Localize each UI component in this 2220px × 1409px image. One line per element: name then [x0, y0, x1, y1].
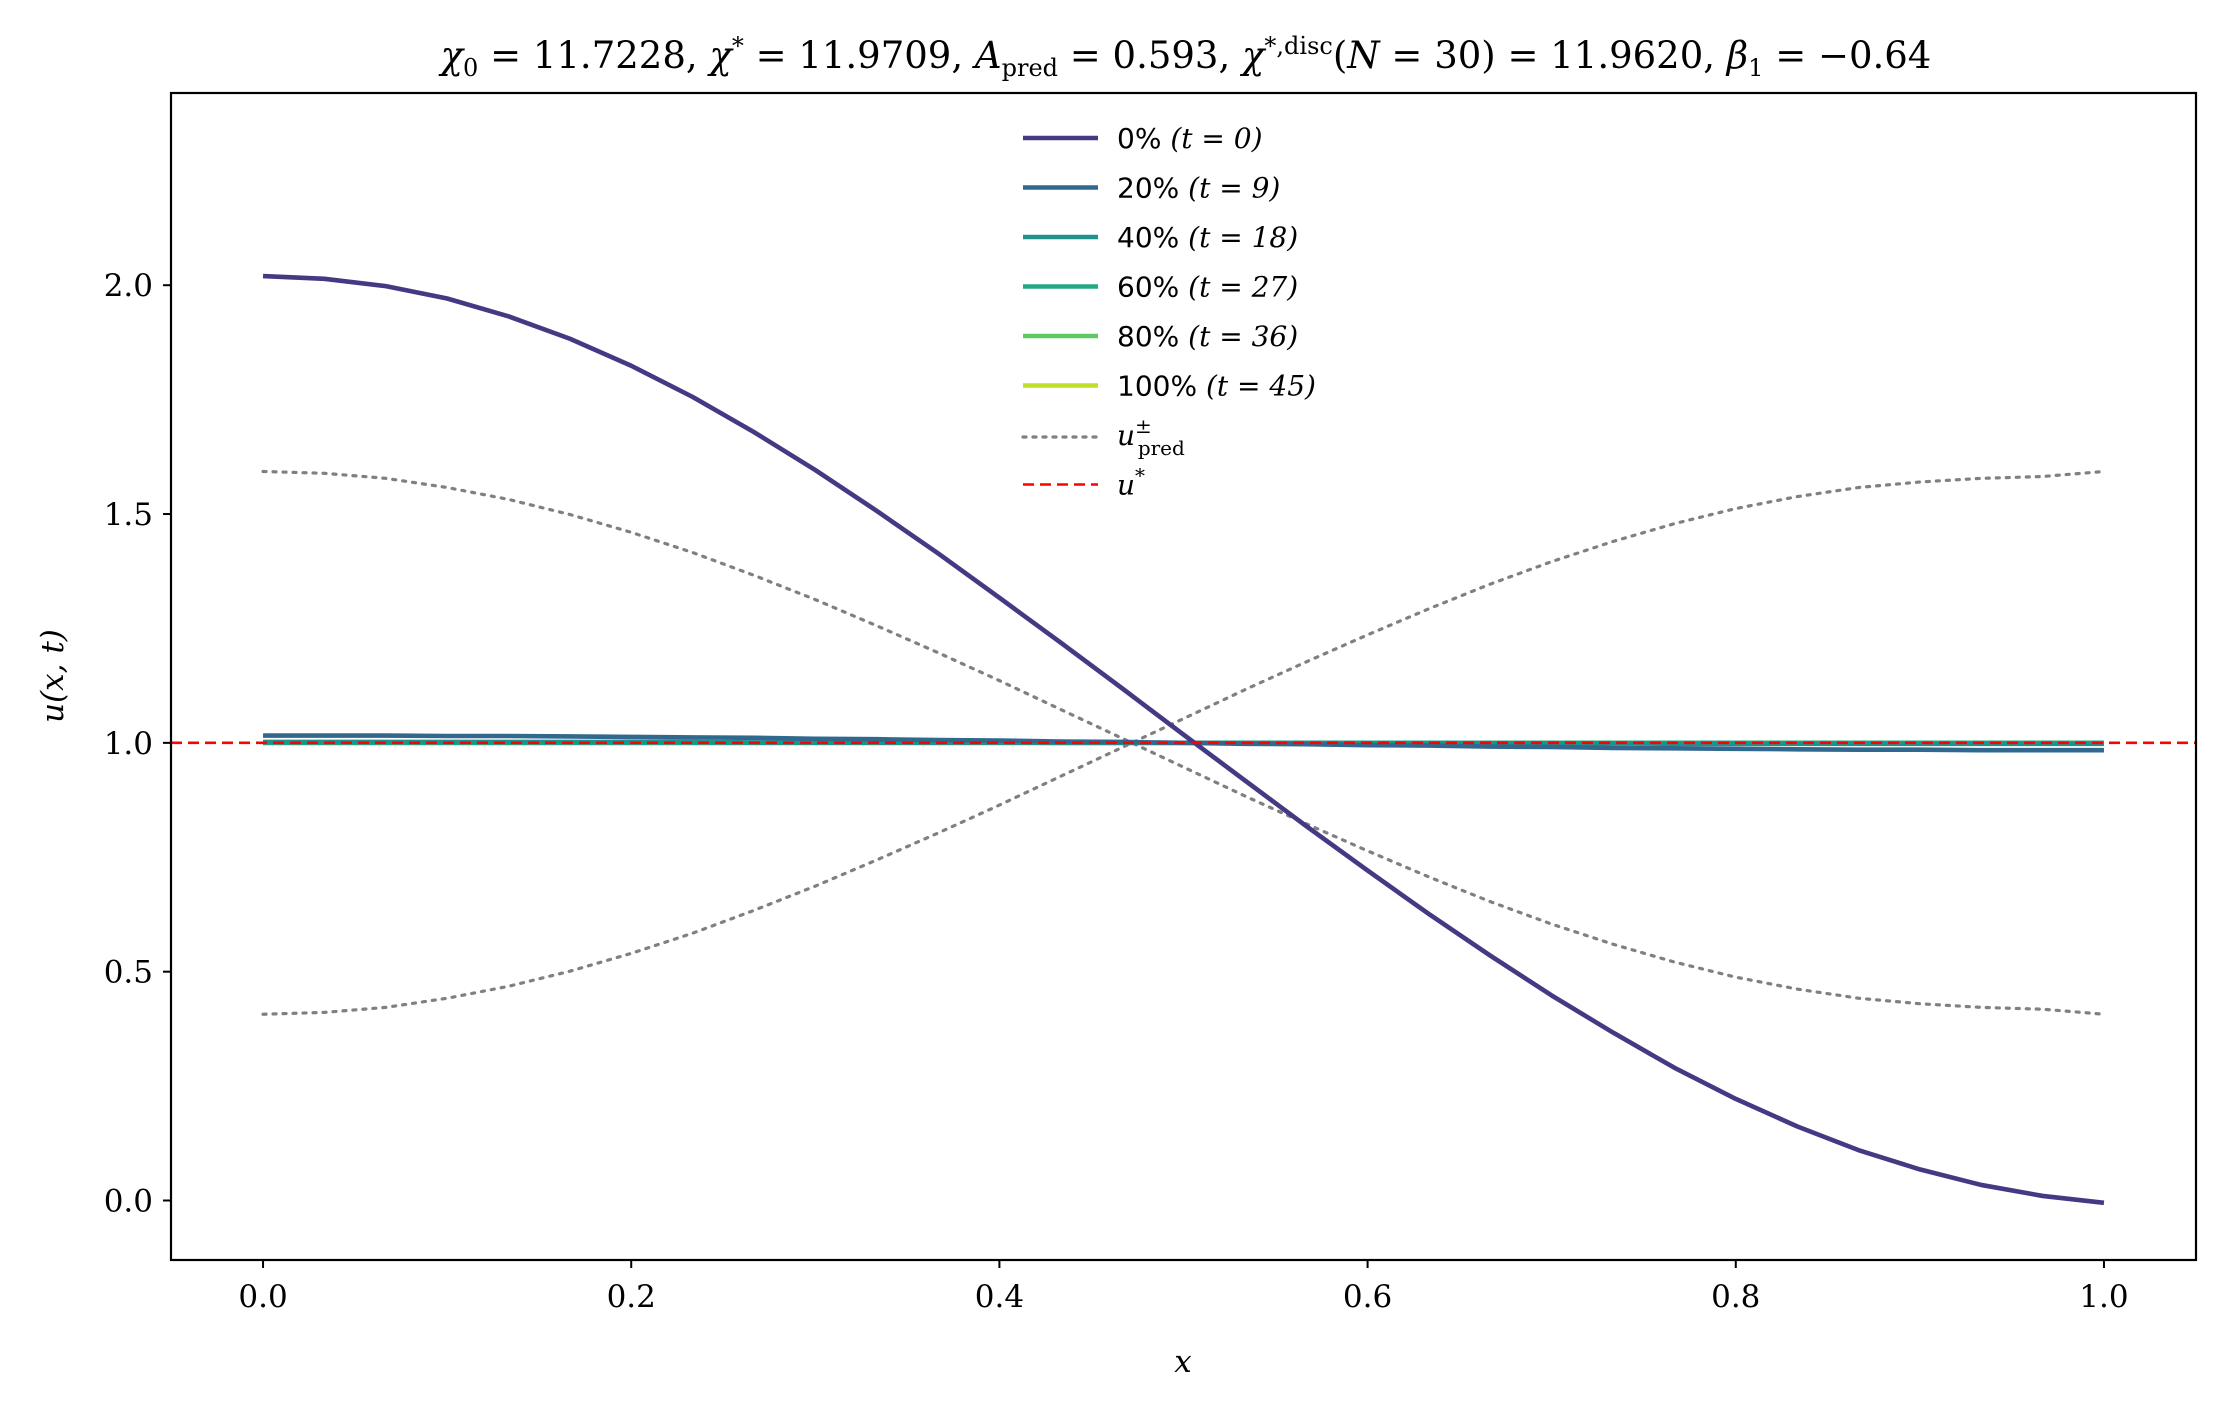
legend-label: 80% (t = 36)	[1117, 320, 1298, 353]
y-tick-label: 0.5	[104, 955, 153, 991]
y-tick-label: 1.0	[104, 726, 153, 762]
legend-label: 40% (t = 18)	[1117, 221, 1298, 254]
legend-label: 100% (t = 45)	[1117, 370, 1316, 403]
axis-ticks: 0.0 0.2 0.4 0.6 0.8 1.0 0.0 0.5 1.0 1.5 2.0	[104, 268, 2129, 1315]
y-tick-label: 2.0	[104, 268, 153, 304]
chart-title: χ0 = 11.7228, χ* = 11.9709, Apred = 0.59…	[438, 32, 1932, 82]
x-tick-label: 1.0	[2079, 1279, 2128, 1315]
x-tick-label: 0.0	[238, 1279, 287, 1315]
legend: 0% (t = 0) 20% (t = 9) 40% (t = 18) 60% (t …	[1021, 122, 1316, 502]
x-tick-label: 0.8	[1711, 1279, 1760, 1315]
y-tick-label: 1.5	[104, 497, 153, 533]
plot-frame	[169, 91, 2198, 1262]
legend-label: 0% (t = 0)	[1117, 122, 1263, 155]
pred-lower-line	[261, 469, 2106, 1016]
x-axis-title: x	[1174, 1344, 1192, 1380]
legend-label: u± pred	[1117, 414, 1185, 460]
pred-upper-line	[261, 469, 2106, 1016]
y-axis-title: u(x, t)	[35, 629, 71, 723]
x-tick-label: 0.2	[607, 1279, 656, 1315]
legend-label: 60% (t = 27)	[1117, 271, 1298, 304]
legend-label: u*	[1117, 464, 1145, 502]
y-tick-label: 0.0	[104, 1184, 153, 1220]
x-tick-label: 0.6	[1343, 1279, 1392, 1315]
plot-lines	[171, 273, 2196, 1206]
x-tick-label: 0.4	[975, 1279, 1024, 1315]
series-line-0pct	[262, 273, 2105, 1206]
legend-label: 20% (t = 9)	[1117, 172, 1280, 205]
